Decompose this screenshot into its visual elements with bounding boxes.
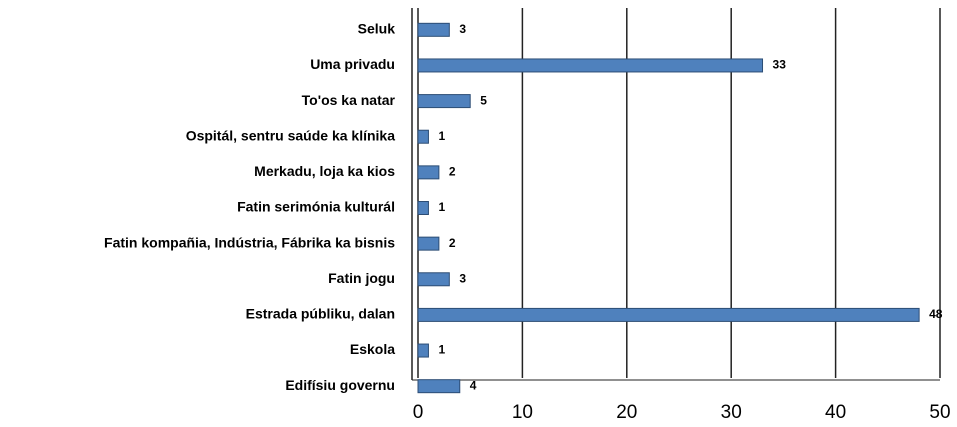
- data-label: 1: [438, 129, 445, 143]
- y-tick-label: Eskola: [350, 341, 395, 357]
- bar: [417, 272, 450, 287]
- bar: [417, 201, 429, 215]
- y-tick-label: Seluk: [358, 21, 396, 37]
- x-tick-label: 10: [512, 402, 533, 423]
- y-tick-label: Fatin jogu: [328, 270, 395, 286]
- data-label: 4: [470, 378, 477, 392]
- bar: [417, 58, 764, 73]
- data-label: 3: [459, 22, 466, 36]
- y-tick-label: Fatin kompañia, Indústria, Fábrika ka bi…: [104, 234, 395, 250]
- data-label: 33: [773, 58, 787, 72]
- data-label: 1: [438, 200, 445, 214]
- bar: [417, 343, 429, 358]
- y-tick-label: Fatin serimónia kulturál: [237, 199, 395, 215]
- y-tick-label: Uma privadu: [310, 56, 395, 72]
- bar: [417, 165, 440, 180]
- bar: [417, 379, 461, 394]
- data-label: 5: [480, 93, 487, 107]
- x-tick-label: 40: [825, 402, 846, 423]
- x-tick-label: 30: [721, 402, 742, 423]
- y-tick-label: To'os ka natar: [302, 92, 396, 108]
- bar: [417, 129, 429, 144]
- bar: [417, 94, 471, 109]
- bar: [417, 236, 440, 251]
- data-label: 2: [449, 236, 456, 250]
- data-label: 48: [929, 307, 943, 321]
- bar: [417, 22, 450, 37]
- data-label: 3: [459, 271, 466, 285]
- y-tick-label: Estrada públiku, dalan: [246, 306, 395, 322]
- x-tick-label: 20: [616, 402, 637, 423]
- y-tick-label: Edifísiu governu: [285, 377, 395, 393]
- data-label: 1: [438, 343, 445, 357]
- x-tick-label: 0: [413, 402, 424, 423]
- data-label: 2: [449, 165, 456, 179]
- y-tick-label: Merkadu, loja ka kios: [254, 163, 395, 179]
- y-tick-label: Ospitál, sentru saúde ka klínika: [186, 127, 396, 143]
- x-tick-label: 50: [929, 402, 950, 423]
- bar: [417, 307, 920, 322]
